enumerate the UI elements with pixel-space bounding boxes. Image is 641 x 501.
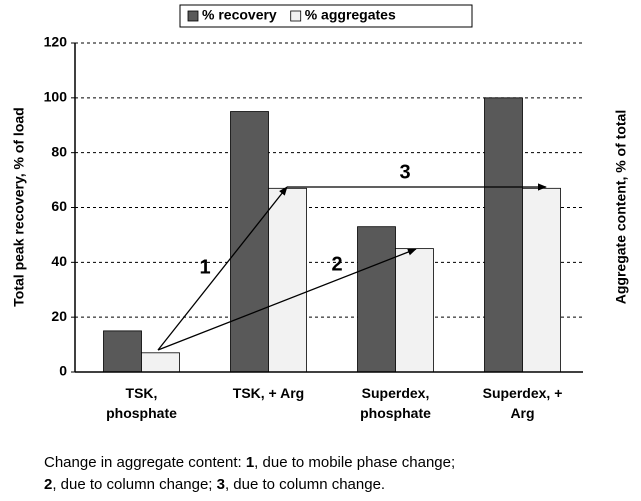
annotation: 1 (199, 256, 210, 278)
caption-number: 1 (245, 454, 255, 471)
legend-label: % recovery (202, 7, 277, 23)
legend (179, 4, 473, 28)
bar (484, 97, 523, 373)
x-tick-label: TSK, + Arg (233, 385, 304, 401)
caption-number: 3 (216, 476, 225, 493)
caption-line: Change in aggregate content: 1, due to m… (44, 452, 455, 474)
arrows (157, 183, 547, 351)
bar (141, 352, 180, 373)
caption-line: 2, due to column change; 3, due to colum… (44, 474, 455, 496)
y-tick-label: 100 (44, 89, 68, 105)
chart: 0 20 40 60 80 100 120 TSK, phosphate TSK, + Arg Su… (11, 4, 629, 421)
bar (268, 187, 307, 373)
arrow (157, 248, 417, 351)
caption-text: , due to column change. (224, 476, 386, 493)
y-axis-title: Total peak recovery, % of load (11, 107, 27, 306)
y2-axis-title: Aggregate content, % of total (613, 110, 629, 304)
y-tick-label: 0 (59, 363, 67, 379)
caption-text: , due to mobile phase change; (254, 454, 456, 471)
y-tick-label: 120 (44, 34, 68, 50)
bar (103, 330, 142, 373)
annotation: 3 (399, 161, 410, 183)
caption-text: Change in aggregate content: (44, 454, 246, 471)
x-tick-label: TSK, phosphate (106, 385, 177, 421)
bar (230, 111, 269, 373)
caption-number: 2 (44, 476, 53, 493)
caption-text: , due to column change; (52, 476, 217, 493)
bar (395, 248, 434, 373)
y-tick-label: 40 (51, 253, 67, 269)
y-tick-label: 60 (51, 198, 67, 214)
bar (522, 187, 561, 373)
legend-swatch (290, 10, 302, 22)
x-tick-label: Superdex, phosphate (360, 385, 431, 421)
x-tick-label: Superdex, + Arg (483, 385, 563, 421)
legend-swatch (187, 10, 199, 22)
caption: Change in aggregate content: 1, due to m… (44, 452, 455, 496)
arrow (157, 186, 288, 351)
annotation: 2 (331, 253, 342, 275)
plot-area: 0 20 40 60 80 100 120 TSK, phosphate TSK, + Arg Su… (44, 34, 583, 421)
legend-label: % aggregates (305, 7, 396, 23)
legend-items: % recovery % aggregates (187, 7, 396, 23)
y-tick-label: 80 (51, 143, 67, 159)
y-tick-label: 20 (51, 308, 67, 324)
bar (357, 226, 396, 373)
